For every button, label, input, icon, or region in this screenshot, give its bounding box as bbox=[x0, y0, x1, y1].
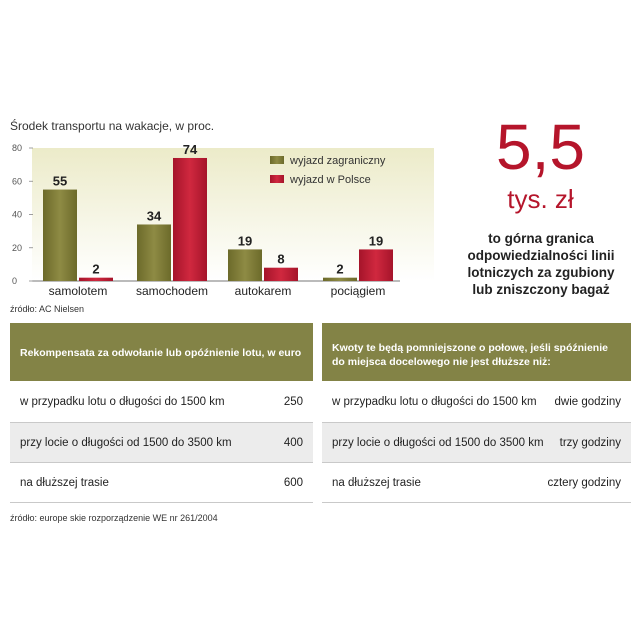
row-label: przy locie o długości od 1500 do 3500 km bbox=[332, 436, 544, 449]
highlight-unit: tys. zł bbox=[507, 184, 574, 214]
legend-swatch bbox=[270, 156, 284, 164]
y-tick-label: 20 bbox=[12, 243, 22, 253]
table-row: w przypadku lotu o długości do 1500 km d… bbox=[322, 381, 631, 423]
compensation-table: Rekompensata za odwołanie lub opóźnienie… bbox=[10, 323, 313, 503]
data-label: 8 bbox=[277, 252, 284, 267]
table-row: przy locie o długości od 1500 do 3500 km… bbox=[10, 423, 313, 463]
table-row: na dłuższej trasie cztery godziny bbox=[322, 463, 631, 503]
data-label: 19 bbox=[369, 233, 383, 248]
highlight-description: to górna granica odpowiedzialności linii… bbox=[452, 230, 630, 298]
category-label: samochodem bbox=[136, 284, 208, 298]
chart-source: źródło: AC Nielsen bbox=[10, 304, 85, 314]
category-label: samolotem bbox=[49, 284, 108, 298]
row-value: 250 bbox=[283, 395, 303, 408]
category-label: pociągiem bbox=[331, 284, 386, 298]
compensation-table-header: Rekompensata za odwołanie lub opóźnienie… bbox=[10, 323, 313, 381]
chart-title: Środek transportu na wakacje, w proc. bbox=[10, 119, 215, 133]
reduction-header-line: Kwoty te będą pomniejszone o połowę, jeś… bbox=[332, 342, 608, 354]
bar bbox=[43, 189, 77, 281]
data-label: 19 bbox=[238, 233, 252, 248]
bar bbox=[79, 277, 113, 281]
row-value: 600 bbox=[283, 476, 303, 489]
y-tick-label: 40 bbox=[12, 210, 22, 220]
row-value: 400 bbox=[283, 436, 303, 449]
y-tick-label: 0 bbox=[12, 276, 17, 286]
reduction-table-header: Kwoty te będą pomniejszone o połowę, jeś… bbox=[322, 323, 631, 381]
highlight-description-line: lotniczych za zgubiony bbox=[467, 265, 615, 280]
row-label: na dłuższej trasie bbox=[20, 476, 109, 489]
row-value: cztery godziny bbox=[547, 476, 621, 489]
legend-swatch bbox=[270, 175, 284, 183]
data-label: 2 bbox=[92, 262, 99, 277]
row-label: w przypadku lotu o długości do 1500 km bbox=[20, 395, 225, 408]
table-source: źródło: europe skie rozporządzenie WE nr… bbox=[10, 513, 218, 523]
bar bbox=[359, 249, 393, 281]
reduction-header-line: do miejsca docelowego nie jest dłuższe n… bbox=[332, 356, 551, 368]
y-tick-label: 80 bbox=[12, 143, 22, 153]
table-row: przy locie o długości od 1500 do 3500 km… bbox=[322, 423, 631, 463]
row-value: dwie godziny bbox=[554, 395, 621, 408]
row-value: trzy godziny bbox=[559, 436, 621, 449]
highlight-description-line: odpowiedzialności linii bbox=[467, 248, 615, 263]
bar bbox=[323, 277, 357, 281]
table-row: w przypadku lotu o długości do 1500 km 2… bbox=[10, 381, 313, 423]
data-label: 2 bbox=[336, 262, 343, 277]
bar bbox=[173, 157, 207, 281]
compensation-header-text: Rekompensata za odwołanie lub opóźnienie… bbox=[20, 347, 302, 359]
reduction-table: Kwoty te będą pomniejszone o połowę, jeś… bbox=[322, 323, 631, 503]
bar bbox=[137, 224, 171, 281]
highlight-value: 5,5 bbox=[496, 111, 585, 183]
legend-label: wyjazd w Polsce bbox=[289, 174, 371, 186]
y-tick-label: 60 bbox=[12, 176, 22, 186]
highlight-description-line: lub zniszczony bagaż bbox=[472, 282, 610, 297]
bar-chart: 0 20 40 60 80 55 2 samolotem 34 74 samochodem 19 8 a… bbox=[12, 142, 434, 298]
table-row: na dłuższej trasie 600 bbox=[10, 463, 313, 503]
highlight-description-line: to górna granica bbox=[488, 231, 594, 246]
category-label: autokarem bbox=[235, 284, 292, 298]
data-label: 34 bbox=[147, 208, 162, 223]
row-label: w przypadku lotu o długości do 1500 km bbox=[332, 395, 537, 408]
legend-label: wyjazd zagraniczny bbox=[289, 155, 386, 167]
data-label: 74 bbox=[183, 142, 198, 157]
bar bbox=[228, 249, 262, 281]
row-label: przy locie o długości od 1500 do 3500 km bbox=[20, 436, 232, 449]
row-label: na dłuższej trasie bbox=[332, 476, 421, 489]
data-label: 55 bbox=[53, 174, 67, 189]
bar bbox=[264, 267, 298, 281]
